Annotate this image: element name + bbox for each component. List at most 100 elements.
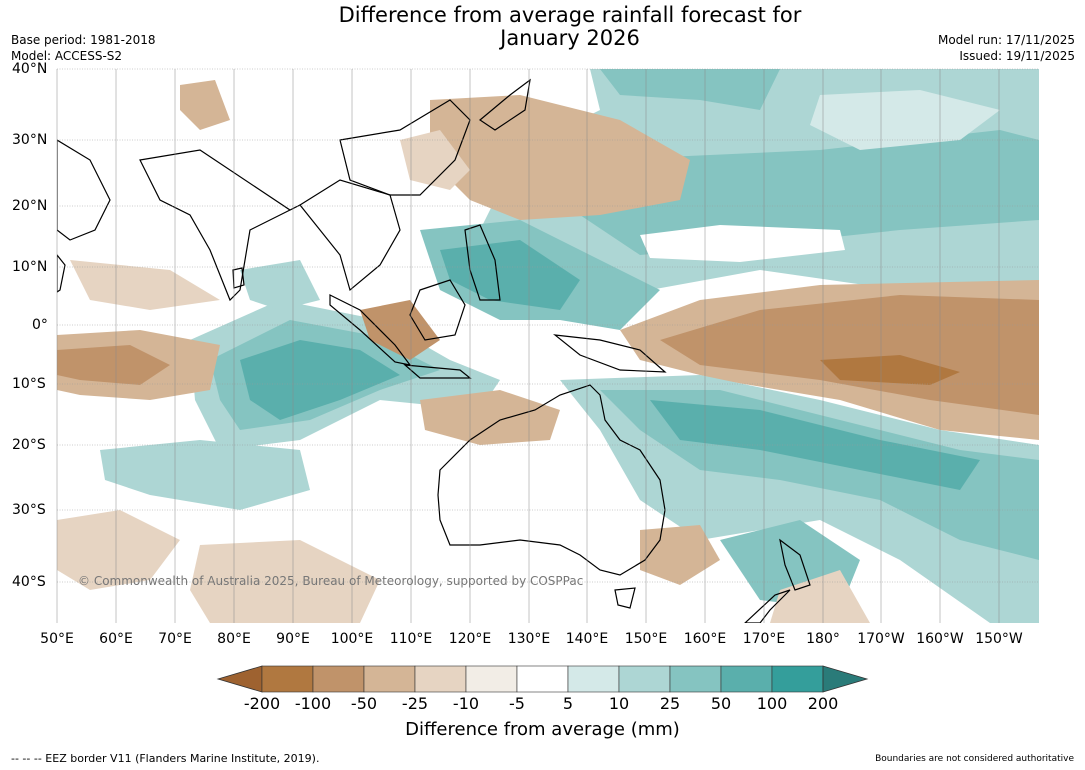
lat-label-30n: 30°N [12,132,48,148]
issued-date: Issued: 19/11/2025 [959,49,1075,63]
field-pacific-brown-dark [820,355,960,385]
field-north-pacific-teal-top [600,69,780,110]
coast-indochina [299,179,401,292]
colorbar-tick: -200 [243,694,281,713]
map-title: Difference from average rainfall forecas… [0,4,1085,50]
lon-label-90e: 90°E [276,631,310,647]
field-west-pacific-teal-dark [440,240,580,310]
lat-label-30s: 30°S [12,502,46,518]
colorbar-swatch [567,665,620,693]
colorbar-swatch [771,665,824,693]
coast-japan [478,78,531,131]
coast-new-zealand-north [779,538,811,591]
colorbar-tick: 200 [807,694,839,713]
field-north-pacific-teal-dark [580,130,1039,255]
colorbar-swatch [669,665,722,693]
lat-label-10n: 10°N [12,259,48,275]
lat-label-20n: 20°N [12,198,48,214]
lat-label-0: 0° [32,317,48,333]
lat-label-40s: 40°S [12,574,46,590]
colorbar-arrow-left [216,665,263,693]
field-east-asia-lightbrown [400,130,470,190]
colorbar-swatch [363,665,416,693]
field-north-pacific-white [640,225,845,262]
field-arabian-teal [240,260,320,310]
field-south-brown-patch-1 [57,510,180,590]
colorbar-tick: -25 [401,694,429,713]
lon-label-60e: 60°E [99,631,133,647]
coast-arabia [57,139,111,241]
colorbar-tick: -5 [509,694,525,713]
field-nz-brown [770,570,870,623]
lon-label-100e: 100°E [330,631,374,647]
lon-label-130e: 130°E [507,631,551,647]
meta-left: Base period: 1981-2018 Model: ACCESS-S2 [11,32,156,64]
field-indian-ocean-teal-dark [240,340,400,420]
colorbar-tick: -50 [350,694,378,713]
meta-right: Model run: 17/11/2025 Issued: 19/11/2025 [938,32,1075,64]
colorbar-tick: 100 [756,694,788,713]
coast-africa-horn [57,254,66,293]
colorbar-tick: 5 [562,694,574,713]
lon-label-110e: 110°E [389,631,433,647]
colorbar-tick: 50 [710,694,732,713]
lon-label-140e: 140°E [565,631,609,647]
lon-label-170e: 170°E [742,631,786,647]
colorbar-swatch [720,665,773,693]
coast-australia [437,384,666,576]
field-north-pacific-light [810,90,1000,150]
model-run: Model run: 17/11/2025 [937,33,1075,47]
title-line-1: Difference from average rainfall forecas… [338,3,802,27]
field-sumatra-brown [360,300,440,360]
field-east-asia-brown [430,95,690,220]
lon-label-150e: 150°E [624,631,668,647]
colorbar-tick: 10 [608,694,630,713]
field-north-indian-brown [70,260,220,310]
lat-label-40n: 40°N [12,61,48,77]
lon-label-160w: 160°W [916,631,964,647]
colorbar-tick: 25 [659,694,681,713]
colorbar-swatch [261,665,314,693]
coastlines [57,78,811,623]
colorbar-swatch [312,665,365,693]
meridians [56,69,1000,623]
field-south-brown-patch-2 [190,540,380,623]
title-line-2: January 2026 [500,26,640,50]
field-himalaya-brown [180,80,230,130]
coast-india [139,149,301,302]
lon-label-160e: 160°E [683,631,727,647]
field-south-indian-teal [100,440,310,510]
colorbar-tick: -100 [294,694,332,713]
field-north-australia-brown [420,390,560,445]
coast-tasmania [614,587,636,609]
graticule [57,68,1039,583]
colorbar-swatch [465,665,518,693]
lat-label-20s: 20°S [12,437,46,453]
copyright-notice: © Commonwealth of Australia 2025, Bureau… [78,574,584,588]
coast-new-zealand-south [744,589,791,623]
lon-label-50e: 50°E [40,631,74,647]
eez-footnote: -- -- -- EEZ border V11 (Flanders Marine… [11,752,320,765]
colorbar-swatch [618,665,671,693]
model-name: Model: ACCESS-S2 [11,49,123,63]
field-west-indian-brown [57,345,170,385]
colorbar-swatch [414,665,467,693]
lon-label-170w: 170°W [857,631,905,647]
lon-label-70e: 70°E [158,631,192,647]
boundaries-disclaimer: Boundaries are not considered authoritat… [875,754,1074,764]
coast-new-guinea [553,334,667,373]
base-period: Base period: 1981-2018 [11,33,156,47]
colorbar-title: Difference from average (mm) [405,719,680,740]
coast-china [339,99,471,196]
colorbar-tick: -10 [452,694,480,713]
lat-label-10s: 10°S [12,376,46,392]
lon-label-80e: 80°E [217,631,251,647]
lon-label-120e: 120°E [448,631,492,647]
colorbar-swatch [516,665,569,693]
coast-sumatra [329,294,412,366]
colorbar-arrow-right [822,665,869,693]
coast-borneo [409,279,466,341]
coast-sri-lanka [232,267,245,289]
